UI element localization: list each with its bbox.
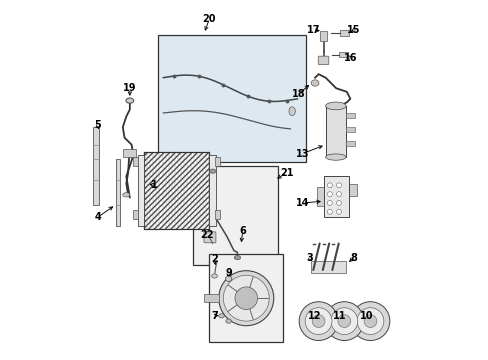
Text: 20: 20 <box>202 14 216 24</box>
Bar <box>346 127 354 132</box>
Circle shape <box>336 209 341 214</box>
Text: 22: 22 <box>200 230 214 240</box>
Circle shape <box>337 315 350 328</box>
Bar <box>319 31 326 41</box>
Ellipse shape <box>209 169 216 173</box>
Ellipse shape <box>211 274 217 278</box>
Ellipse shape <box>225 319 231 323</box>
Ellipse shape <box>310 80 318 86</box>
Text: 14: 14 <box>295 198 309 208</box>
Text: 18: 18 <box>292 89 305 99</box>
Bar <box>203 294 218 302</box>
Bar <box>323 176 348 217</box>
Bar <box>137 155 143 226</box>
Ellipse shape <box>325 102 346 110</box>
Bar <box>346 113 354 118</box>
Bar <box>339 30 348 36</box>
Text: 6: 6 <box>239 226 245 236</box>
Circle shape <box>364 315 376 328</box>
Bar <box>209 155 215 226</box>
Text: 11: 11 <box>332 311 346 321</box>
Circle shape <box>336 201 341 206</box>
Ellipse shape <box>225 276 231 282</box>
Bar <box>310 261 346 273</box>
FancyBboxPatch shape <box>203 232 216 243</box>
Circle shape <box>312 315 324 328</box>
Text: 3: 3 <box>306 253 312 262</box>
Bar <box>215 210 219 219</box>
Bar <box>143 152 209 229</box>
Bar <box>215 157 219 166</box>
Text: 7: 7 <box>211 311 218 321</box>
Bar <box>116 159 120 226</box>
Text: 16: 16 <box>343 53 356 63</box>
Text: 5: 5 <box>95 120 101 130</box>
Bar <box>93 127 99 205</box>
Circle shape <box>356 308 383 334</box>
Circle shape <box>327 209 332 214</box>
Circle shape <box>218 271 273 326</box>
Circle shape <box>235 287 257 310</box>
Ellipse shape <box>234 256 240 260</box>
Text: 15: 15 <box>346 25 360 35</box>
Bar <box>316 187 324 207</box>
Bar <box>133 157 138 166</box>
Text: 4: 4 <box>95 212 101 222</box>
Circle shape <box>330 308 357 334</box>
Text: 9: 9 <box>225 269 231 279</box>
Text: 13: 13 <box>295 149 309 158</box>
Circle shape <box>324 302 363 341</box>
Bar <box>133 210 138 219</box>
Ellipse shape <box>122 193 130 197</box>
Circle shape <box>327 201 332 206</box>
Circle shape <box>299 302 337 341</box>
Bar <box>346 141 354 147</box>
Circle shape <box>305 308 331 334</box>
Bar <box>209 254 283 342</box>
Ellipse shape <box>126 98 133 103</box>
FancyBboxPatch shape <box>318 56 328 65</box>
Bar <box>348 184 357 196</box>
Bar <box>143 152 209 229</box>
Circle shape <box>327 183 332 188</box>
Circle shape <box>350 302 389 341</box>
Circle shape <box>336 183 341 188</box>
Ellipse shape <box>325 154 346 160</box>
Text: 17: 17 <box>306 25 319 35</box>
Bar <box>193 166 278 265</box>
Bar <box>122 149 136 157</box>
Bar <box>338 52 347 57</box>
Text: 12: 12 <box>307 311 321 321</box>
Text: 10: 10 <box>359 311 372 321</box>
Text: 19: 19 <box>123 83 136 93</box>
Text: 8: 8 <box>350 253 357 262</box>
Ellipse shape <box>288 107 295 116</box>
Bar <box>325 106 346 157</box>
Bar <box>158 35 305 162</box>
Circle shape <box>223 275 269 321</box>
Text: 2: 2 <box>211 255 218 264</box>
Circle shape <box>327 192 332 197</box>
Ellipse shape <box>218 314 224 318</box>
Text: 21: 21 <box>280 168 293 178</box>
Circle shape <box>336 192 341 197</box>
Text: 1: 1 <box>151 180 158 190</box>
